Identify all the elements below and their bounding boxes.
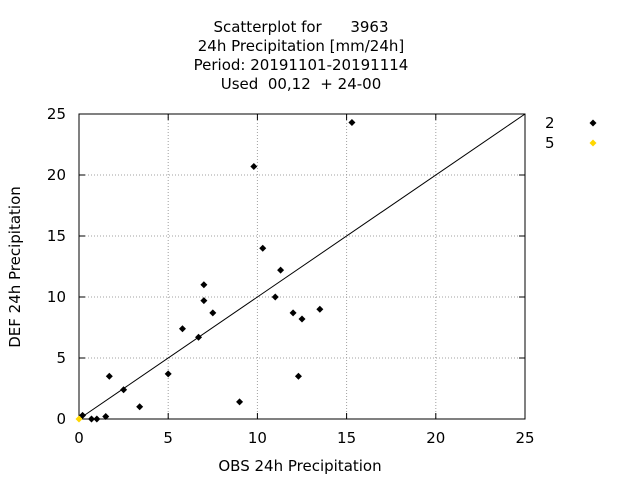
x-tick-label-0: 0 bbox=[74, 429, 84, 447]
point-series-2-18 bbox=[289, 309, 297, 317]
series-5 bbox=[75, 415, 83, 423]
point-series-2-10 bbox=[200, 297, 208, 305]
point-series-2-12 bbox=[209, 309, 217, 317]
point-series-2-8 bbox=[178, 325, 186, 333]
y-tick-label-3: 15 bbox=[47, 227, 66, 245]
plot-border bbox=[78, 113, 526, 420]
one-to-one-line bbox=[78, 113, 526, 420]
point-series-2-3 bbox=[102, 413, 110, 421]
grid bbox=[79, 114, 525, 419]
point-series-2-6 bbox=[136, 403, 144, 411]
legend-marker-2 bbox=[589, 119, 597, 127]
y-tick-labels: 0 5 10 15 20 25 bbox=[47, 105, 66, 428]
y-axis-label: DEF 24h Precipitation bbox=[6, 186, 24, 348]
title-line-1: Scatterplot for 3963 bbox=[213, 18, 388, 36]
title-line-3: Period: 20191101-20191114 bbox=[194, 56, 409, 74]
legend: 25 bbox=[545, 114, 597, 152]
point-series-2-2 bbox=[93, 415, 101, 423]
point-series-2-17 bbox=[277, 266, 285, 274]
legend-label-5: 5 bbox=[545, 134, 555, 152]
point-series-2-1 bbox=[87, 415, 95, 423]
series-2 bbox=[79, 119, 356, 423]
point-series-2-13 bbox=[236, 398, 244, 406]
point-series-2-5 bbox=[120, 386, 128, 394]
diagonal-reference bbox=[78, 113, 526, 420]
data-points bbox=[75, 119, 356, 423]
point-series-2-15 bbox=[259, 244, 267, 252]
x-tick-label-1: 5 bbox=[163, 429, 173, 447]
point-series-2-4 bbox=[105, 372, 113, 380]
legend-label-2: 2 bbox=[545, 114, 555, 132]
y-tick-label-1: 5 bbox=[56, 349, 66, 367]
x-tick-label-2: 10 bbox=[248, 429, 267, 447]
legend-marker-5 bbox=[589, 139, 597, 147]
point-series-2-14 bbox=[250, 162, 258, 170]
x-tick-labels: 0 5 10 15 20 25 bbox=[74, 429, 534, 447]
point-series-2-20 bbox=[298, 315, 306, 323]
y-tick-label-0: 0 bbox=[56, 410, 66, 428]
x-tick-label-3: 15 bbox=[337, 429, 356, 447]
point-series-5-0 bbox=[75, 415, 83, 423]
point-series-2-11 bbox=[200, 281, 208, 289]
point-series-2-7 bbox=[164, 370, 172, 378]
y-tick-label-4: 20 bbox=[47, 166, 66, 184]
point-series-2-21 bbox=[316, 305, 324, 313]
x-tick-label-5: 25 bbox=[515, 429, 534, 447]
point-series-2-19 bbox=[294, 372, 302, 380]
axis-ticks bbox=[78, 113, 526, 420]
point-series-2-16 bbox=[271, 293, 279, 301]
x-axis-label: OBS 24h Precipitation bbox=[218, 457, 381, 475]
point-series-2-22 bbox=[348, 119, 356, 127]
x-tick-label-4: 20 bbox=[426, 429, 445, 447]
title-line-2: 24h Precipitation [mm/24h] bbox=[198, 37, 404, 55]
y-tick-label-5: 25 bbox=[47, 105, 66, 123]
chart-title: Scatterplot for 3963 24h Precipitation [… bbox=[194, 18, 409, 93]
title-line-4: Used 00,12 + 24-00 bbox=[221, 75, 381, 93]
point-series-2-9 bbox=[195, 333, 203, 341]
point-series-2-0 bbox=[79, 411, 87, 419]
y-tick-label-2: 10 bbox=[47, 288, 66, 306]
